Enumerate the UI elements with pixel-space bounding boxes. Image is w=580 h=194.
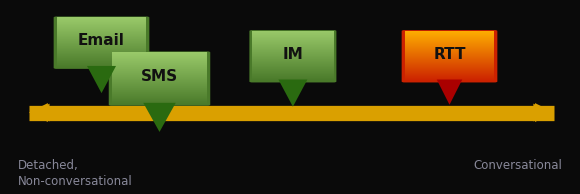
Text: Email: Email	[78, 33, 125, 48]
FancyBboxPatch shape	[401, 30, 498, 82]
FancyBboxPatch shape	[109, 51, 211, 106]
Text: SMS: SMS	[141, 69, 178, 84]
FancyBboxPatch shape	[249, 30, 336, 82]
Polygon shape	[437, 80, 462, 105]
Text: Conversational: Conversational	[474, 159, 563, 172]
Text: Detached,
Non-conversational: Detached, Non-conversational	[17, 159, 132, 188]
Polygon shape	[87, 66, 116, 93]
Polygon shape	[278, 80, 307, 107]
FancyBboxPatch shape	[53, 16, 150, 69]
Text: IM: IM	[282, 47, 303, 62]
Text: RTT: RTT	[433, 47, 466, 62]
Polygon shape	[143, 103, 176, 132]
